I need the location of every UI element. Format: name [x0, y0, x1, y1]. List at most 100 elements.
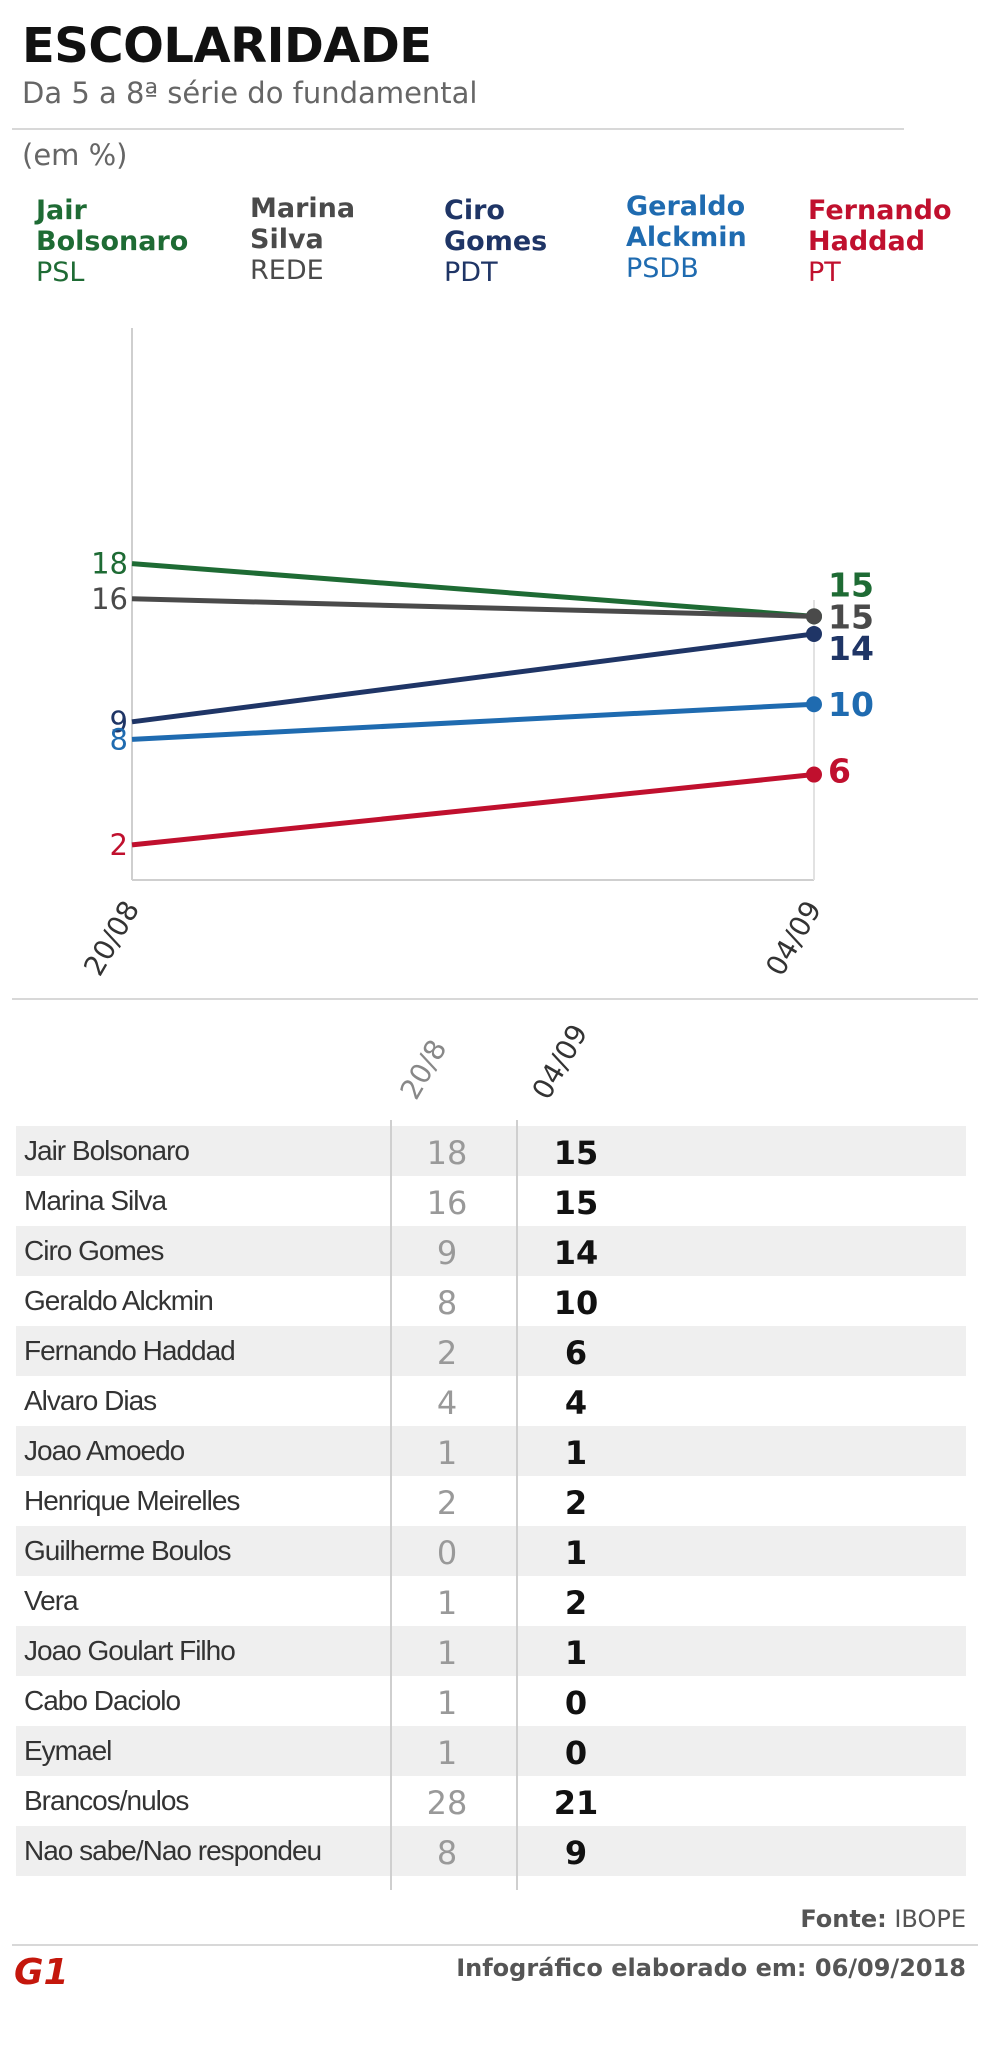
- value-04-09: 0: [564, 1684, 588, 1722]
- value-20-08: 1: [436, 1584, 458, 1622]
- value-20-08: 28: [426, 1784, 468, 1822]
- table-row: Joao Goulart Filho 1 1: [16, 1626, 966, 1676]
- candidate-name: Ciro Gomes: [24, 1235, 164, 1266]
- start-value-label: 9: [110, 705, 128, 739]
- value-04-09: 14: [553, 1234, 599, 1272]
- legend-item-ciro: Ciro Gomes PDT: [444, 195, 547, 288]
- end-value-label: 14: [828, 629, 874, 668]
- footer-note: Infográfico elaborado em: 06/09/2018: [456, 1954, 966, 1982]
- data-point: [806, 766, 822, 783]
- series-line: [131, 631, 815, 725]
- start-value-label: 16: [91, 582, 128, 616]
- candidate-name: Marina Silva: [24, 1185, 167, 1216]
- table-row: Guilherme Boulos 0 1: [16, 1526, 966, 1576]
- legend-name: Jair Bolsonaro: [36, 195, 189, 257]
- value-20-08: 18: [426, 1134, 468, 1172]
- candidate-name: Nao sabe/Nao respondeu: [24, 1835, 322, 1866]
- end-value-label: 15: [828, 597, 874, 636]
- source-credit: Fonte: IBOPE: [800, 1905, 966, 1933]
- table-row: Geraldo Alckmin 8 10: [16, 1276, 966, 1326]
- table-row: Vera 1 2: [16, 1576, 966, 1626]
- legend-party: PSDB: [626, 253, 699, 284]
- start-value-label: 2: [110, 828, 128, 862]
- value-04-09: 10: [553, 1284, 599, 1322]
- value-04-09: 4: [564, 1384, 588, 1422]
- value-04-09: 0: [564, 1734, 588, 1772]
- data-point: [806, 625, 822, 642]
- value-20-08: 9: [436, 1234, 458, 1272]
- candidate-name: Guilherme Boulos: [24, 1535, 232, 1566]
- legend-item-marina: Marina Silva REDE: [250, 193, 355, 286]
- end-value-label: 6: [828, 752, 851, 791]
- value-04-09: 21: [553, 1784, 599, 1822]
- end-value-label: 10: [828, 685, 874, 724]
- value-20-08: 1: [436, 1634, 458, 1672]
- table-row: Eymael 1 0: [16, 1726, 966, 1776]
- data-point: [806, 608, 822, 625]
- legend-item-haddad: Fernando Haddad PT: [808, 195, 952, 288]
- value-04-09: 15: [553, 1134, 599, 1172]
- legend-party: PT: [808, 257, 841, 288]
- series-line: [131, 701, 815, 742]
- legend-name: Ciro Gomes: [444, 195, 548, 257]
- table-row: Fernando Haddad 2 6: [16, 1326, 966, 1376]
- end-value-label: 15: [828, 565, 874, 604]
- start-value-label: 18: [91, 547, 128, 581]
- value-20-08: 8: [436, 1284, 458, 1322]
- legend-party: REDE: [250, 255, 324, 286]
- g1-logo: G1: [14, 1952, 69, 1993]
- value-20-08: 4: [436, 1384, 458, 1422]
- column-header-2: 04/09: [525, 1018, 595, 1105]
- legend-party: PSL: [36, 257, 85, 288]
- table-row: Brancos/nulos 28 21: [16, 1776, 966, 1826]
- line-chart: 20/08 04/09 18 15 16 15 9 14 8 10 2 6: [77, 328, 874, 980]
- candidate-name: Brancos/nulos: [24, 1785, 189, 1816]
- candidate-name: Joao Amoedo: [24, 1435, 185, 1466]
- value-04-09: 1: [564, 1434, 588, 1472]
- table-row: Nao sabe/Nao respondeu 8 9: [16, 1826, 966, 1876]
- legend-name: Fernando Haddad: [808, 195, 952, 257]
- page-title: ESCOLARIDADE: [22, 18, 432, 74]
- page-subtitle: Da 5 a 8ª série do fundamental: [22, 76, 478, 110]
- source-label: Fonte:: [800, 1905, 887, 1933]
- candidate-name: Jair Bolsonaro: [24, 1135, 190, 1166]
- x-tick-label: 20/08: [77, 895, 146, 980]
- candidate-name: Vera: [24, 1585, 79, 1616]
- legend-name: Marina Silva: [250, 193, 356, 255]
- start-value-label: 8: [110, 722, 128, 756]
- x-tick-label: 04/09: [759, 895, 828, 980]
- series-line: [131, 561, 815, 619]
- value-20-08: 1: [436, 1684, 458, 1722]
- value-04-09: 6: [564, 1334, 588, 1372]
- value-04-09: 15: [553, 1184, 599, 1222]
- title-divider: [12, 128, 904, 130]
- candidate-name: Cabo Daciolo: [24, 1685, 181, 1716]
- table-row: Cabo Daciolo 1 0: [16, 1676, 966, 1726]
- source-value: IBOPE: [894, 1905, 966, 1933]
- candidate-name: Fernando Haddad: [24, 1335, 236, 1366]
- candidate-name: Eymael: [24, 1735, 112, 1766]
- value-20-08: 2: [436, 1334, 458, 1372]
- value-20-08: 0: [436, 1534, 458, 1572]
- value-20-08: 1: [436, 1734, 458, 1772]
- value-04-09: 1: [564, 1534, 588, 1572]
- value-20-08: 16: [426, 1184, 468, 1222]
- value-20-08: 2: [436, 1484, 458, 1522]
- table-row: Marina Silva 16 15: [16, 1176, 966, 1226]
- legend-name: Geraldo Alckmin: [626, 191, 747, 253]
- value-20-08: 1: [436, 1434, 458, 1472]
- candidate-name: Henrique Meirelles: [24, 1485, 240, 1516]
- value-04-09: 1: [564, 1634, 588, 1672]
- series-line: [131, 772, 815, 848]
- legend-item-alckmin: Geraldo Alckmin PSDB: [626, 191, 747, 284]
- table-row: Jair Bolsonaro 18 15: [16, 1126, 966, 1176]
- legend-item-bolsonaro: Jair Bolsonaro PSL: [36, 195, 188, 288]
- series-line: [131, 596, 815, 619]
- section-divider: [12, 998, 978, 1000]
- footer-divider: [12, 1944, 978, 1946]
- table-row: Joao Amoedo 1 1: [16, 1426, 966, 1476]
- table-row: Ciro Gomes 9 14: [16, 1226, 966, 1276]
- table-row: Henrique Meirelles 2 2: [16, 1476, 966, 1526]
- candidate-name: Geraldo Alckmin: [24, 1285, 214, 1316]
- candidate-name: Joao Goulart Filho: [24, 1635, 236, 1666]
